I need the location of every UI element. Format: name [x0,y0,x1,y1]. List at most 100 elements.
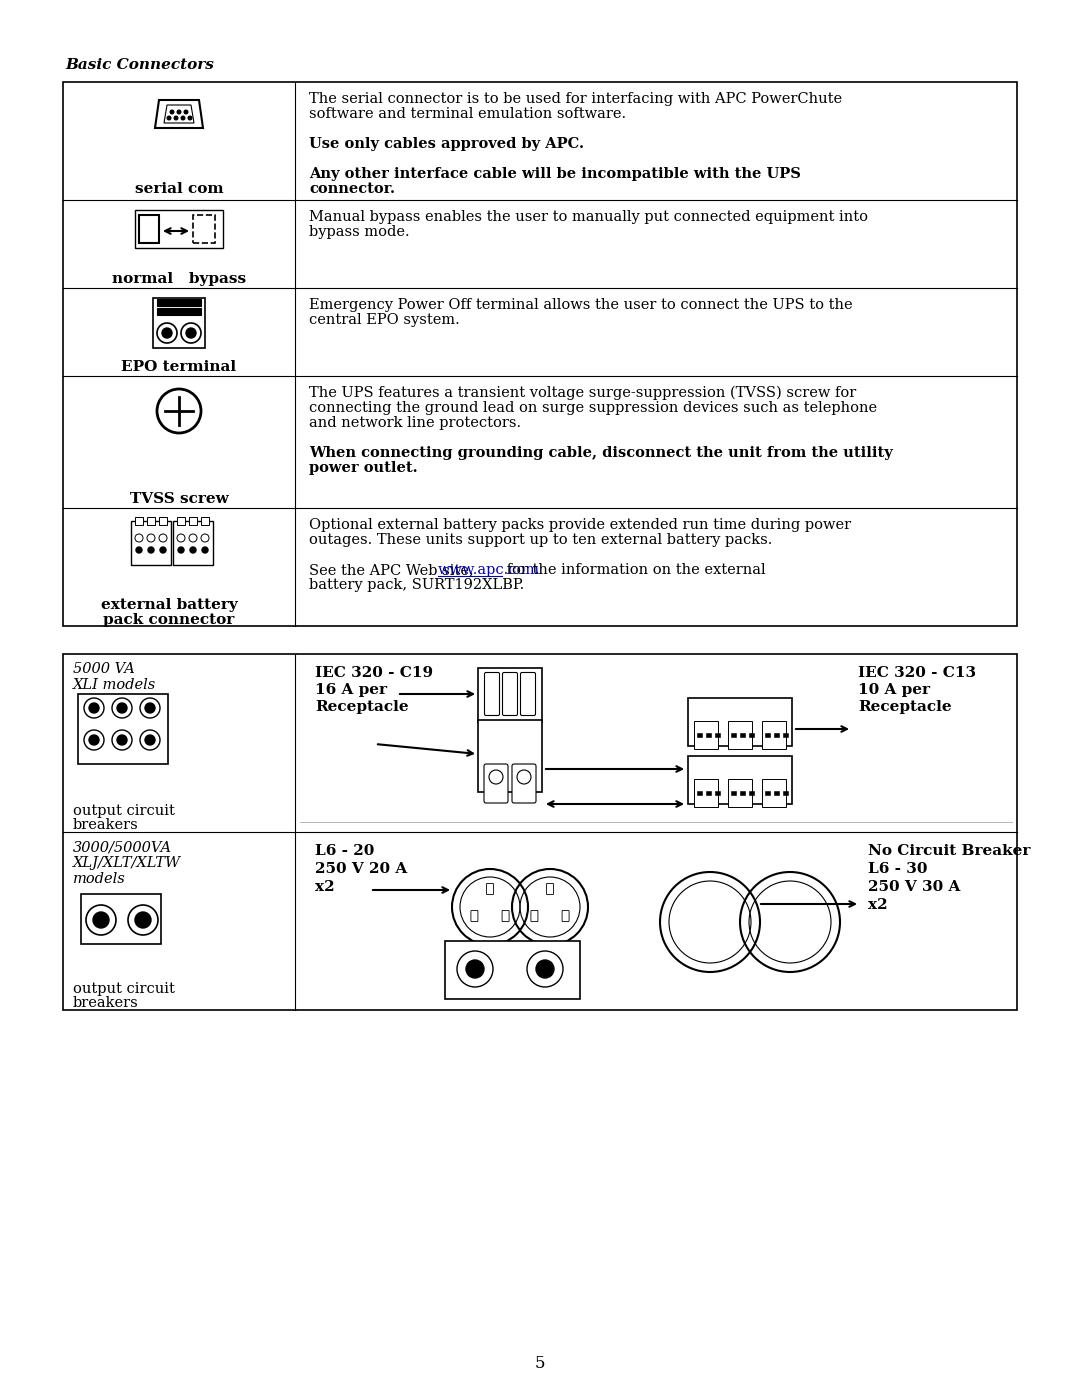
Bar [783,791,788,795]
FancyBboxPatch shape [471,911,478,922]
Circle shape [465,960,484,979]
Circle shape [135,912,151,929]
FancyBboxPatch shape [502,911,509,922]
Bar [147,516,156,525]
Bar [694,779,718,806]
Text: breakers: breakers [73,818,138,831]
Text: No Circuit Breaker: No Circuit Breaker [868,844,1030,858]
Circle shape [160,547,166,552]
Bar [63,654,1017,1010]
Bar [153,298,205,348]
Text: x2: x2 [315,880,335,894]
Circle shape [185,110,188,114]
Text: and network line protectors.: and network line protectors. [309,416,522,430]
Bar [715,733,720,737]
Text: L6 - 30: L6 - 30 [868,862,928,876]
Bar [177,516,185,525]
Bar [173,520,213,565]
Circle shape [89,702,99,713]
FancyBboxPatch shape [512,763,536,804]
FancyBboxPatch shape [485,673,499,715]
Text: XLI models: XLI models [73,677,157,693]
Bar [81,894,161,944]
Text: IEC 320 - C19: IEC 320 - C19 [315,666,433,680]
Bar [697,733,702,737]
Text: normal   bypass: normal bypass [112,272,246,286]
Circle shape [186,328,195,339]
Polygon shape [164,105,194,124]
Bar [63,82,1017,626]
Text: Any other interface cable will be incompatible with the UPS: Any other interface cable will be incomp… [309,167,801,180]
Text: Optional external battery packs provide extended run time during power: Optional external battery packs provide … [309,518,851,532]
Text: Receptacle: Receptacle [315,700,408,713]
Text: IEC 320 - C13: IEC 320 - C13 [858,666,976,680]
Text: connector.: connector. [309,182,395,196]
Text: 5: 5 [535,1355,545,1371]
Bar [139,215,159,243]
Polygon shape [156,100,203,128]
Bar [688,756,792,804]
Circle shape [145,736,156,745]
Circle shape [93,912,109,929]
FancyBboxPatch shape [546,884,554,894]
Bar [201,516,210,525]
Text: Basic Connectors: Basic Connectors [65,58,214,72]
Bar [706,733,711,737]
Circle shape [167,117,171,119]
Bar [774,733,779,737]
Bar [765,791,770,795]
Bar [774,791,779,795]
Text: www.apc.com: www.apc.com [437,564,540,577]
Text: EPO terminal: EPO terminal [121,359,237,373]
Text: serial com: serial com [135,182,224,196]
Bar [783,733,788,737]
Circle shape [145,702,156,713]
Text: 16 A per: 16 A per [315,683,387,697]
Text: 10 A per: 10 A per [858,683,930,697]
Circle shape [188,117,192,119]
Text: power outlet.: power outlet. [309,461,418,475]
Bar [78,694,168,763]
Text: breakers: breakers [73,997,138,1010]
Bar [750,791,754,795]
Text: Use only cables approved by APC.: Use only cables approved by APC. [309,137,584,151]
Circle shape [181,117,185,119]
Text: models: models [73,872,125,886]
Bar [697,791,702,795]
Text: 5000 VA: 5000 VA [73,662,135,676]
Text: When connecting grounding cable, disconnect the unit from the utility: When connecting grounding cable, disconn… [309,446,893,459]
Circle shape [536,960,554,979]
Text: The UPS features a transient voltage surge-suppression (TVSS) screw for: The UPS features a transient voltage sur… [309,386,856,400]
Bar [706,791,711,795]
Text: Receptacle: Receptacle [858,700,951,713]
FancyBboxPatch shape [562,911,569,922]
Text: 3000/5000VA: 3000/5000VA [73,840,172,854]
Text: 250 V 20 A: 250 V 20 A [315,862,407,876]
Bar [135,210,222,248]
Circle shape [117,736,127,745]
Circle shape [177,110,180,114]
Bar [157,298,201,305]
Text: outages. These units support up to ten external battery packs.: outages. These units support up to ten e… [309,533,772,547]
Bar [159,516,167,525]
Text: bypass mode.: bypass mode. [309,225,409,239]
FancyBboxPatch shape [521,673,536,715]
Bar [728,779,752,806]
Circle shape [174,117,178,119]
Text: 250 V 30 A: 250 V 30 A [868,880,960,894]
Bar [478,668,542,722]
Bar [740,791,745,795]
Bar [728,720,752,750]
Circle shape [89,736,99,745]
Bar [765,733,770,737]
Circle shape [117,702,127,713]
Bar [688,698,792,745]
Bar [715,791,720,795]
Bar [750,733,754,737]
Text: See the APC Web site,: See the APC Web site, [309,564,478,577]
Bar [762,779,786,806]
Circle shape [136,547,141,552]
Text: TVSS screw: TVSS screw [130,491,228,507]
FancyBboxPatch shape [484,763,508,804]
Bar [445,941,580,999]
